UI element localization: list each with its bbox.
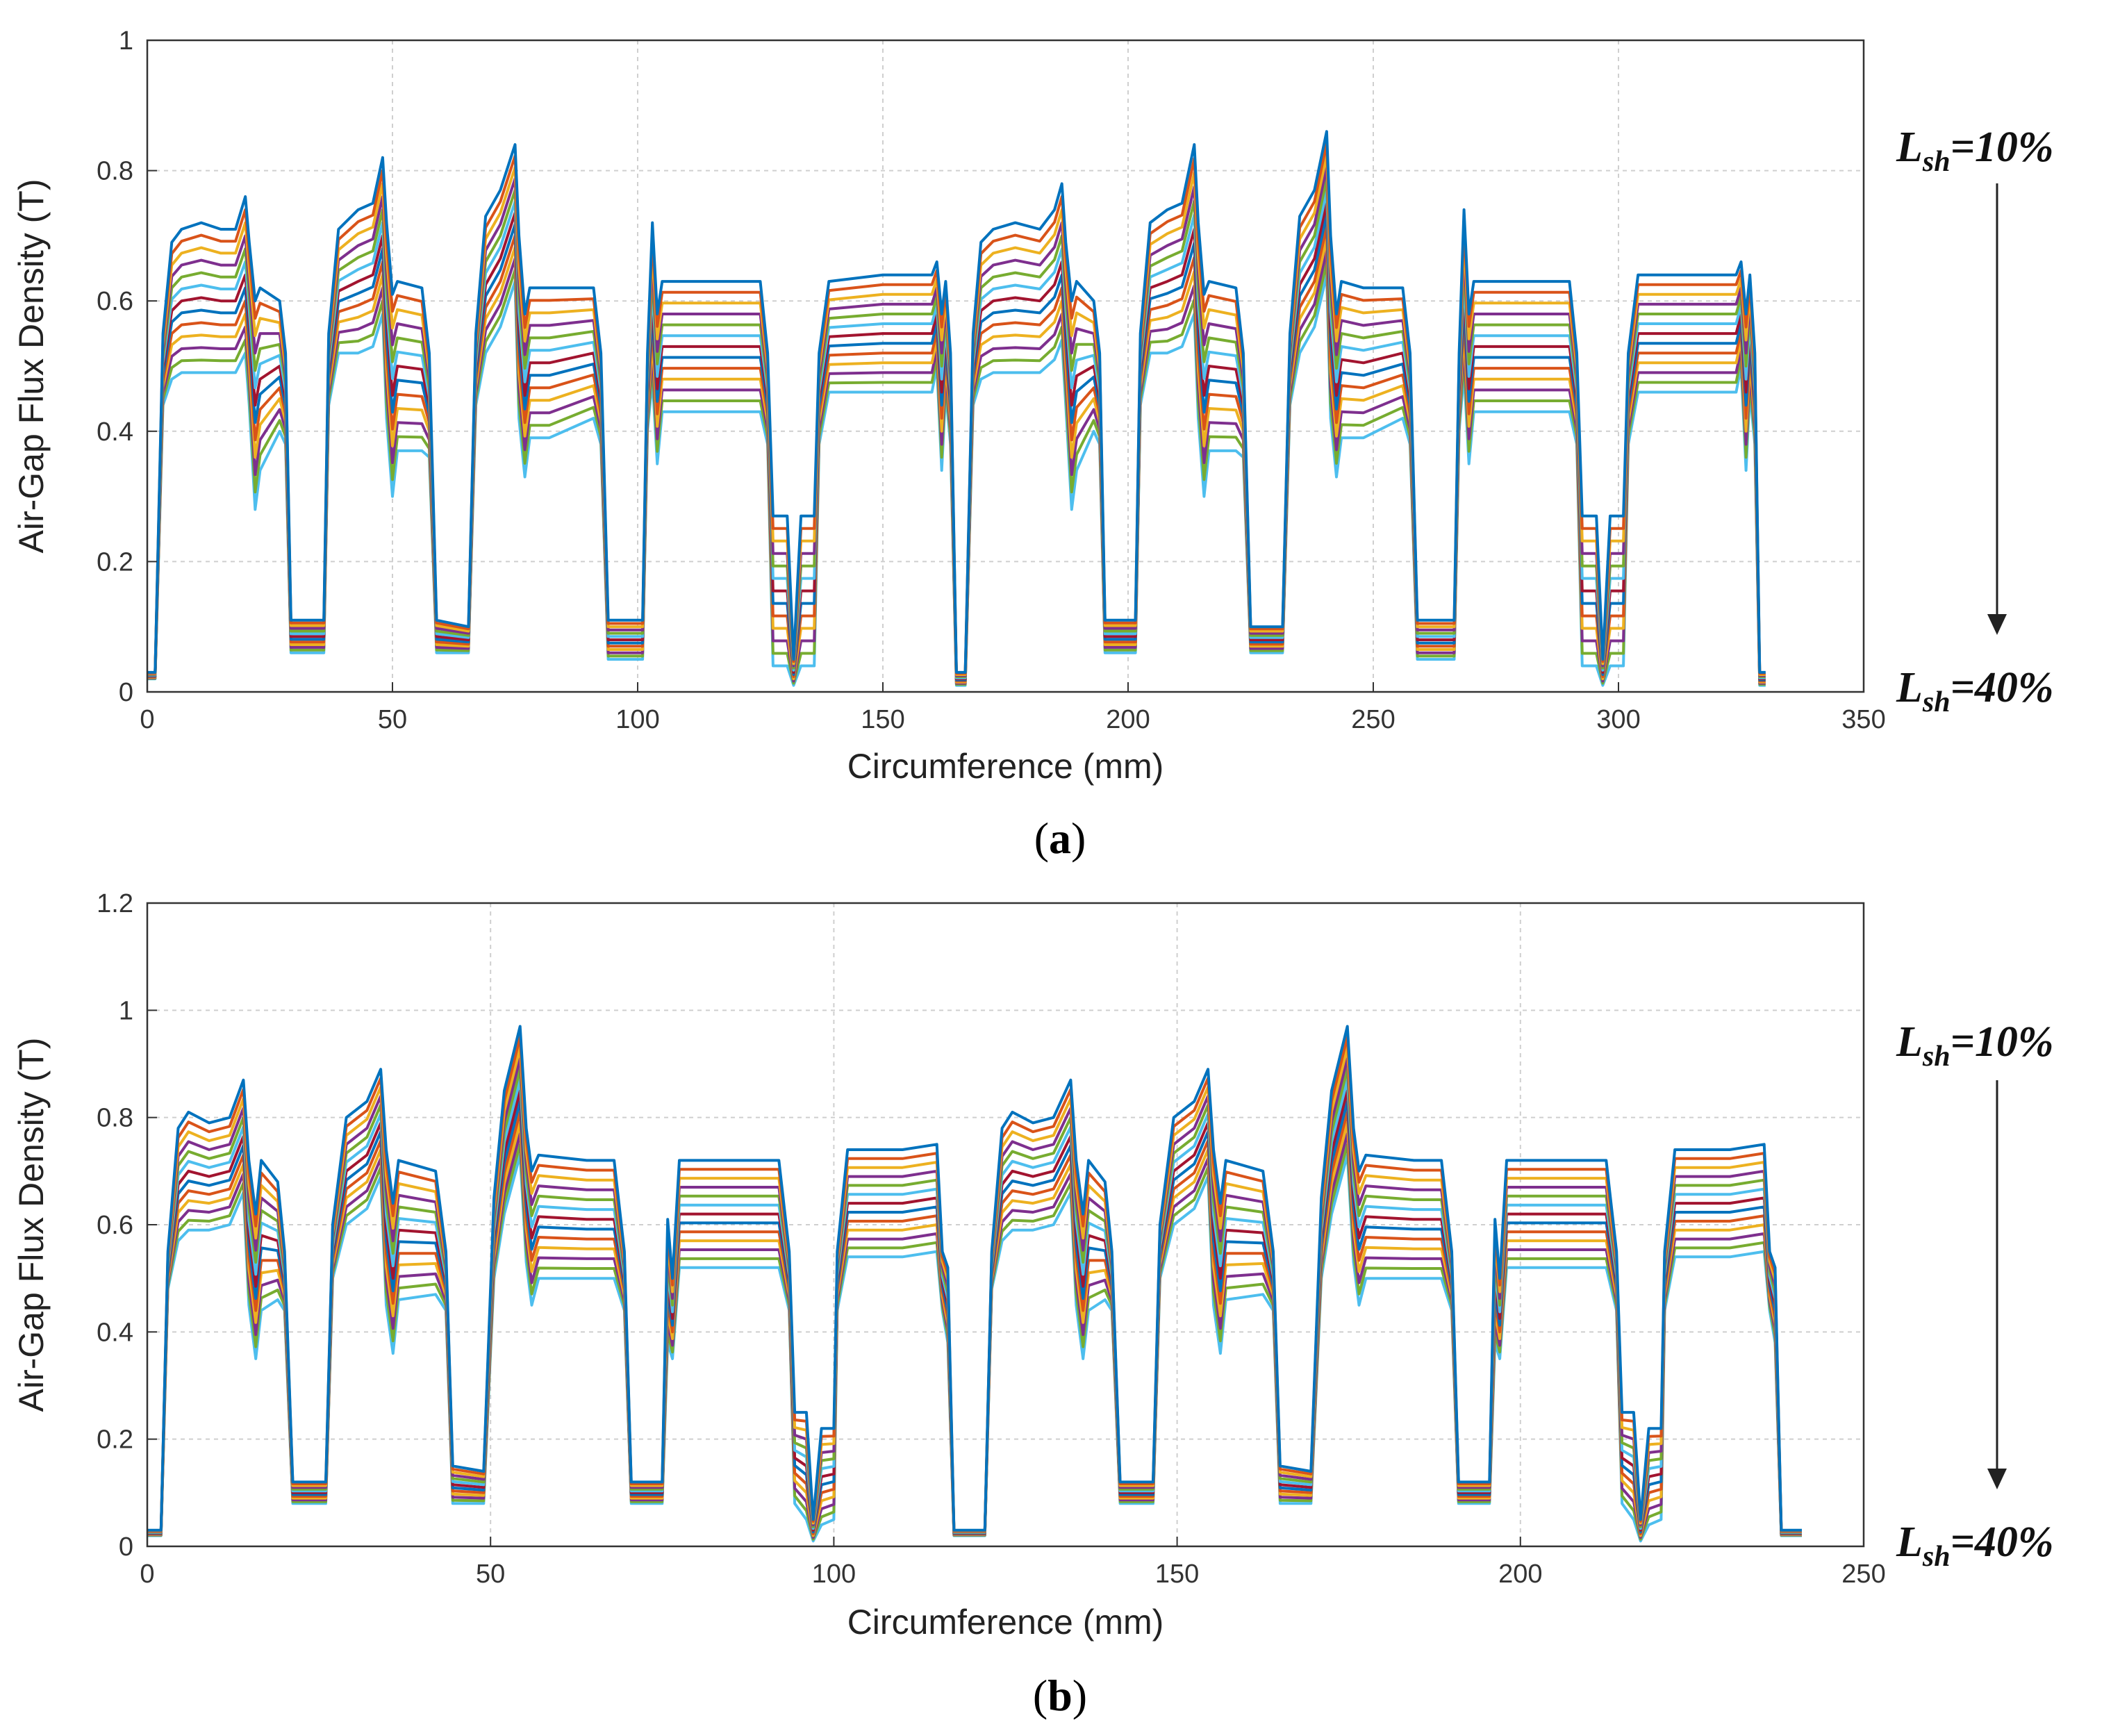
y-tick-label: 0.8 <box>97 157 133 186</box>
y-tick-label: 0.8 <box>97 1104 133 1133</box>
x-tick-label: 200 <box>1106 705 1150 734</box>
panel-b-arrow-head <box>1987 1469 2007 1489</box>
panel-b-series <box>147 1025 1802 1543</box>
panel-a-arrow-head <box>1987 614 2007 635</box>
y-tick-label: 0.2 <box>97 1425 133 1455</box>
x-tick-label: 150 <box>1155 1560 1199 1589</box>
panel-b-lsh-bottom-label: Lsh=40% <box>1896 1519 2054 1573</box>
lsh-main: L <box>1896 664 1923 711</box>
y-tick-label: 1 <box>119 996 133 1025</box>
panel-b-x-tick-labels: 0 50 100 150 200 250 <box>140 1537 1886 1589</box>
panel-a-caption: (a) <box>1034 813 1086 863</box>
y-tick-label: 0.2 <box>97 547 133 577</box>
y-tick-label: 0.4 <box>97 1318 133 1347</box>
series-line-1 <box>147 130 1766 674</box>
lsh-sub: sh <box>1922 686 1951 718</box>
y-tick-label: 0.6 <box>97 1211 133 1240</box>
panel-a-lsh-top-label: Lsh=10% <box>1896 124 2054 178</box>
x-tick-label: 250 <box>1351 705 1395 734</box>
x-tick-label: 50 <box>476 1560 505 1589</box>
y-tick-label: 0.6 <box>97 287 133 316</box>
x-tick-label: 50 <box>378 705 407 734</box>
panel-b-lsh-top-label: Lsh=10% <box>1896 1018 2054 1073</box>
x-tick-label: 0 <box>140 705 154 734</box>
x-tick-label: 100 <box>615 705 659 734</box>
lsh-value: =40% <box>1951 1519 2054 1566</box>
x-tick-label: 0 <box>140 1560 154 1589</box>
x-tick-label: 300 <box>1596 705 1640 734</box>
panel-a-chart: 0 50 100 150 200 250 300 350 0 0.2 0.4 0.6 0.8 1 Cir… <box>12 26 2054 863</box>
panel-a-y-axis-label: Air-Gap Flux Density (T) <box>12 179 51 554</box>
lsh-value: =10% <box>1951 1018 2054 1066</box>
panel-b-x-axis-label: Circumference (mm) <box>847 1603 1164 1642</box>
lsh-value: =40% <box>1951 664 2054 711</box>
y-tick-label: 1 <box>119 26 133 56</box>
panel-b-y-tick-labels: 0 0.2 0.4 0.6 0.8 1 1.2 <box>97 889 157 1562</box>
lsh-main: L <box>1896 1519 1923 1566</box>
panel-a-x-tick-labels: 0 50 100 150 200 250 300 350 <box>140 682 1886 734</box>
x-tick-label: 200 <box>1498 1560 1542 1589</box>
lsh-main: L <box>1896 124 1923 171</box>
panel-b-y-axis-label: Air-Gap Flux Density (T) <box>12 1038 51 1412</box>
lsh-main: L <box>1896 1018 1923 1066</box>
panel-a-x-axis-label: Circumference (mm) <box>847 747 1164 786</box>
y-tick-label: 0 <box>119 1532 133 1562</box>
x-tick-label: 150 <box>861 705 904 734</box>
panel-b-chart: 0 50 100 150 200 250 0 0.2 0.4 0.6 0.8 1 1.2 Circum… <box>12 889 2054 1720</box>
lsh-value: =10% <box>1951 124 2054 171</box>
x-tick-label: 250 <box>1841 1560 1885 1589</box>
series-line-1 <box>147 1025 1802 1532</box>
lsh-sub: sh <box>1922 146 1951 178</box>
panel-a-lsh-bottom-label: Lsh=40% <box>1896 664 2054 718</box>
panel-a-axes-frame <box>146 39 1865 693</box>
lsh-sub: sh <box>1922 1541 1951 1573</box>
y-tick-label: 0 <box>119 678 133 707</box>
y-tick-label: 0.4 <box>97 418 133 447</box>
x-tick-label: 100 <box>812 1560 856 1589</box>
panel-a-series <box>147 130 1766 687</box>
panel-b-caption: (b) <box>1033 1671 1087 1720</box>
y-tick-label: 1.2 <box>97 889 133 918</box>
lsh-sub: sh <box>1922 1041 1951 1073</box>
x-tick-label: 350 <box>1841 705 1885 734</box>
panel-a-y-tick-labels: 0 0.2 0.4 0.6 0.8 1 <box>97 26 157 707</box>
